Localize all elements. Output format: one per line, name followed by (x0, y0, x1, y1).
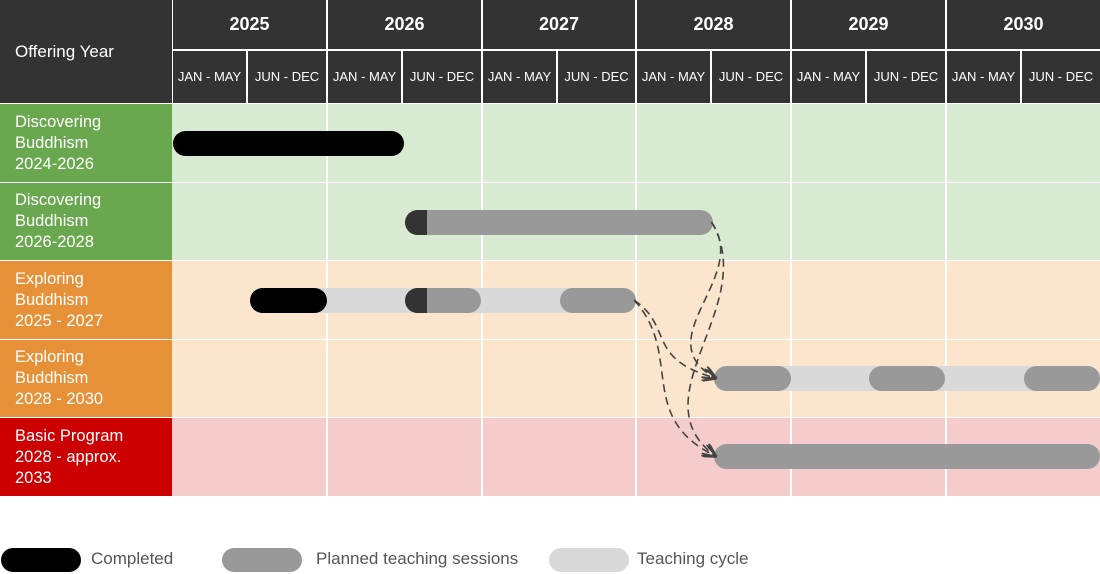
half-header-jun-dec: JUN - DEC (403, 51, 481, 103)
half-label: JAN - MAY (796, 69, 861, 84)
row-label-exploring-2025-2027: Exploring Buddhism 2025 - 2027 (0, 261, 172, 339)
half-header-jan-may: JAN - MAY (328, 51, 401, 103)
timeline-bar-planned (559, 287, 636, 313)
half-label: JUN - DEC (254, 69, 320, 84)
year-header-2029: 2029 (792, 0, 945, 49)
half-label: JAN - MAY (951, 69, 1016, 84)
half-header-jan-may: JAN - MAY (792, 51, 865, 103)
timeline-bar-planned (1023, 365, 1100, 391)
timeline-bar-planned (714, 443, 1100, 469)
half-label: JAN - MAY (641, 69, 706, 84)
year-header-2027: 2027 (483, 0, 635, 49)
timeline-bar-planned (405, 209, 714, 235)
offering-year-label: Offering Year (15, 41, 114, 61)
year-label: 2026 (384, 14, 425, 34)
half-header-jun-dec: JUN - DEC (1022, 51, 1100, 103)
row-label-line: Discovering (15, 191, 102, 209)
row-label-discovering-2026-2028: Discovering Buddhism 2026-2028 (0, 183, 172, 260)
legend-swatch-cycle (549, 548, 629, 572)
year-label: 2029 (848, 14, 889, 34)
row-label-line: 2025 - 2027 (15, 311, 104, 330)
row-label-line: 2028 - approx. (15, 447, 122, 466)
legend-label-completed: Completed (91, 549, 174, 568)
row-label-line: 2033 (15, 468, 52, 487)
grid-line (790, 104, 792, 496)
timeline-bar-completed (173, 130, 404, 156)
half-label: JAN - MAY (487, 69, 552, 84)
row-label-line: 2024-2026 (15, 154, 94, 173)
row-label-line: Buddhism (15, 290, 89, 309)
half-label: JUN - DEC (564, 69, 629, 84)
row-label-line: Buddhism (15, 133, 89, 152)
row-label-line: Buddhism (15, 369, 89, 387)
half-header-jan-may: JAN - MAY (173, 51, 246, 103)
row-label-line: 2028 - 2030 (15, 390, 104, 408)
year-header-2030: 2030 (947, 0, 1100, 49)
row-label-discovering-2024-2026: Discovering Buddhism 2024-2026 (0, 104, 172, 182)
legend-swatch-planned (222, 548, 302, 572)
row-label-line: Buddhism (15, 212, 89, 230)
timeline-bar-completed (250, 287, 327, 313)
timeline-bar-planned (869, 365, 946, 391)
year-header-2026: 2026 (328, 0, 481, 49)
half-label: JUN - DEC (409, 69, 475, 84)
half-header-jun-dec: JUN - DEC (867, 51, 945, 103)
grid-line (945, 104, 947, 496)
year-header-2025: 2025 (173, 0, 326, 49)
year-label: 2028 (693, 14, 734, 34)
half-header-jan-may: JAN - MAY (483, 51, 556, 103)
row-label-line: Exploring (15, 348, 84, 366)
row-label-line: Basic Program (15, 426, 124, 445)
row-label-line: Exploring (15, 269, 84, 288)
legend-label-planned: Planned teaching sessions (316, 549, 519, 568)
legend-label-cycle: Teaching cycle (637, 549, 749, 568)
year-label: 2030 (1003, 14, 1044, 34)
half-header-jan-may: JAN - MAY (637, 51, 710, 103)
year-label: 2027 (538, 14, 580, 34)
legend-swatch-completed (1, 548, 81, 572)
half-label: JUN - DEC (873, 69, 939, 84)
half-header-jun-dec: JUN - DEC (558, 51, 635, 103)
half-header-jun-dec: JUN - DEC (248, 51, 326, 103)
half-header-jan-may: JAN - MAY (947, 51, 1020, 103)
timeline-bar-planned (714, 365, 791, 391)
year-label: 2025 (229, 14, 270, 34)
half-label: JUN - DEC (1028, 69, 1094, 84)
half-label: JAN - MAY (332, 69, 397, 84)
row-label-line: Discovering (15, 112, 102, 131)
half-label: JAN - MAY (177, 69, 242, 84)
timeline-bar-completed_dark (405, 209, 428, 235)
timeline-bar-completed_dark (405, 287, 428, 313)
row-label-exploring-2028-2030: Exploring Buddhism 2028 - 2030 (0, 340, 172, 417)
row-label-basic-program: Basic Program 2028 - approx. 2033 (0, 418, 172, 496)
half-header-jun-dec: JUN - DEC (712, 51, 790, 103)
row-label-line: 2026-2028 (15, 233, 94, 251)
offering-year-header: Offering Year (0, 0, 172, 103)
year-header-2028: 2028 (637, 0, 790, 49)
half-label: JUN - DEC (718, 69, 784, 84)
